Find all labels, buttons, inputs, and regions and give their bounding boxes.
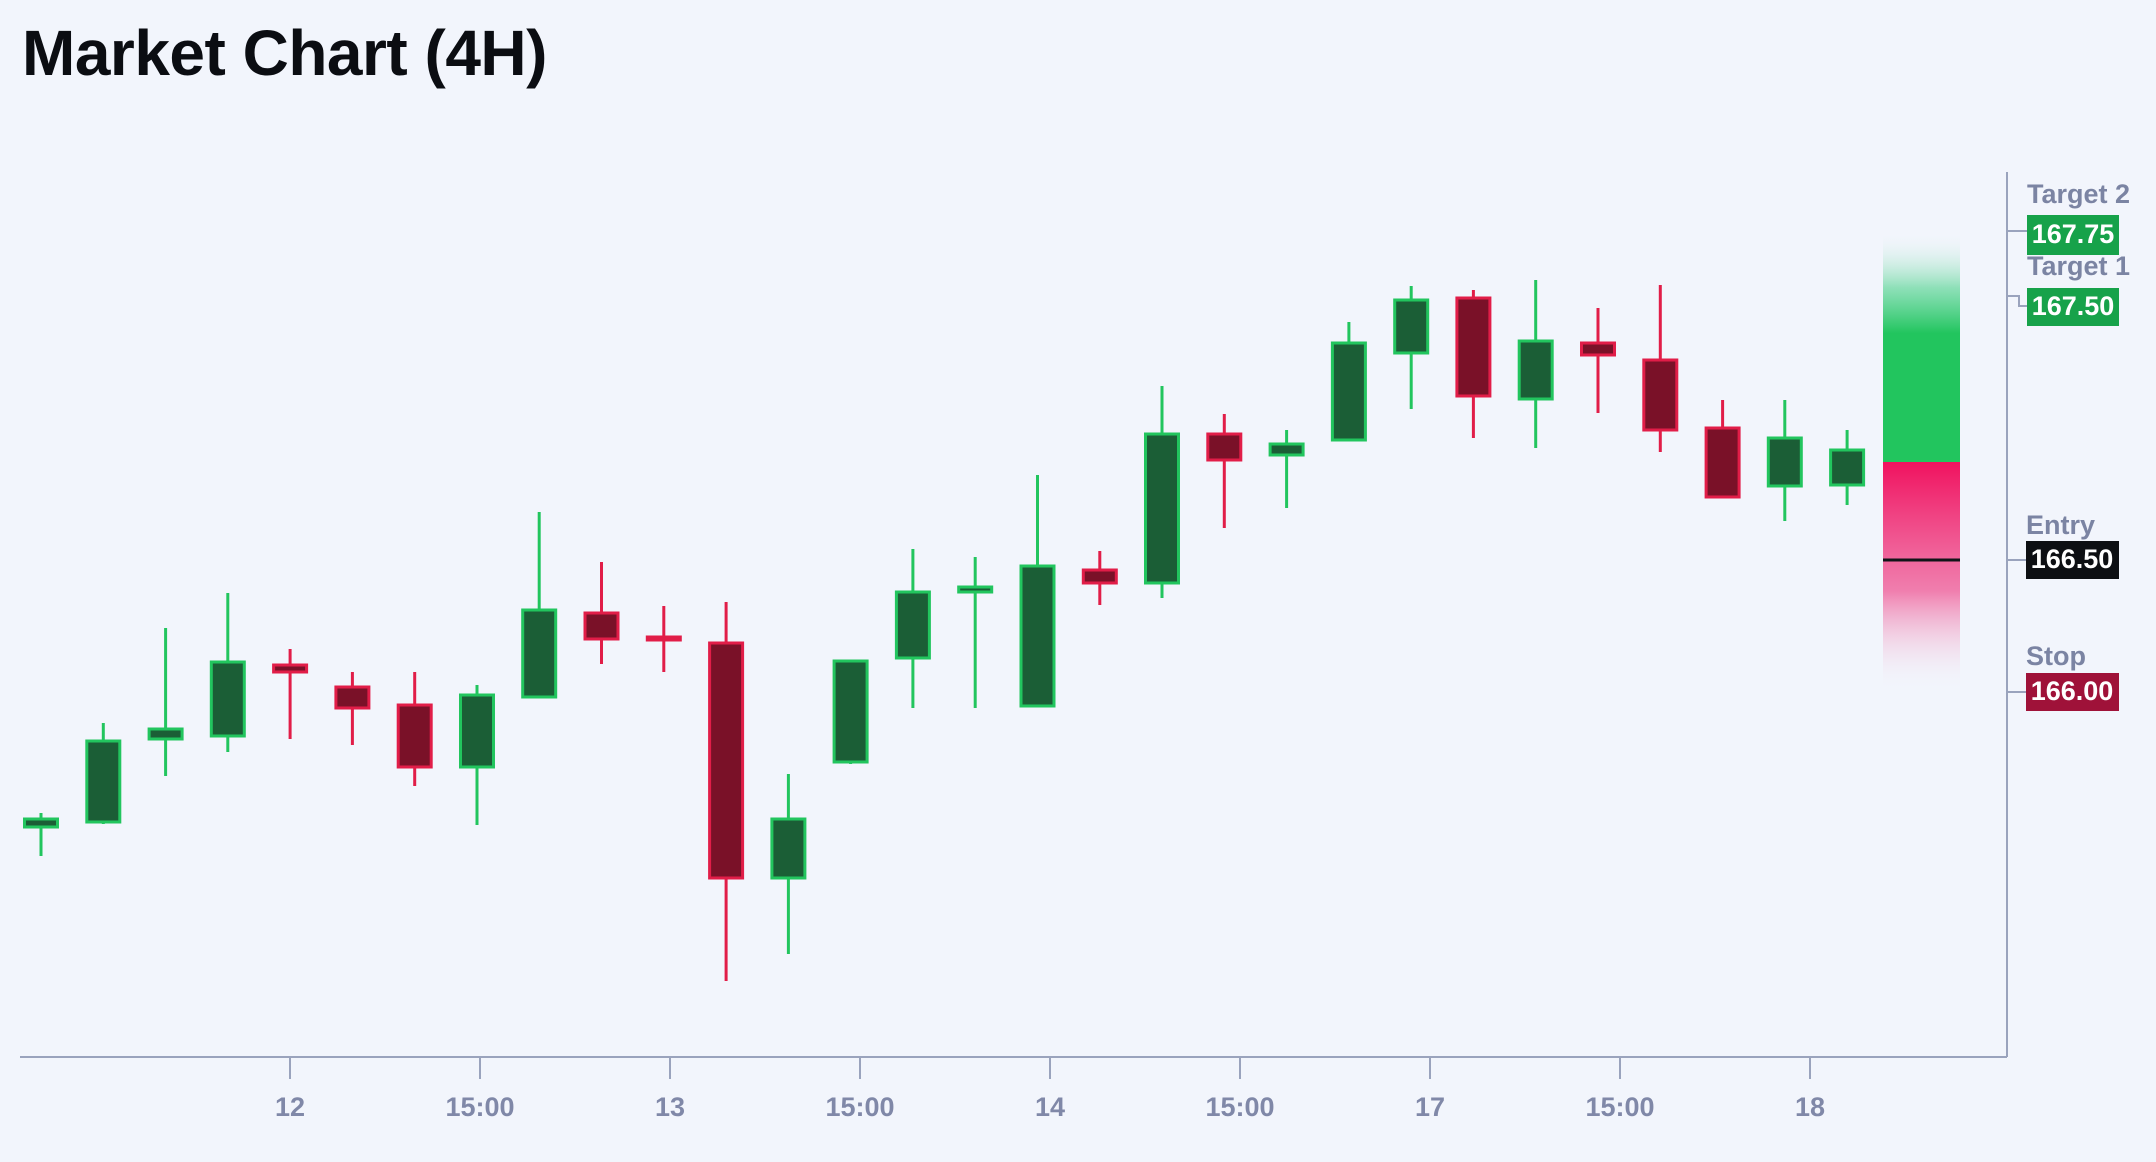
svg-text:14: 14	[1035, 1092, 1065, 1122]
svg-text:Stop: Stop	[2026, 641, 2086, 671]
svg-text:Target 2: Target 2	[2027, 179, 2130, 209]
svg-text:15:00: 15:00	[1585, 1092, 1654, 1122]
svg-text:166.50: 166.50	[2031, 544, 2114, 574]
svg-text:167.75: 167.75	[2032, 219, 2115, 249]
svg-text:15:00: 15:00	[445, 1092, 514, 1122]
svg-text:167.50: 167.50	[2032, 291, 2115, 321]
svg-text:12: 12	[275, 1092, 305, 1122]
svg-text:15:00: 15:00	[1205, 1092, 1274, 1122]
svg-text:Entry: Entry	[2026, 510, 2095, 540]
svg-text:Target 1: Target 1	[2027, 251, 2130, 281]
svg-text:13: 13	[655, 1092, 685, 1122]
svg-text:18: 18	[1795, 1092, 1825, 1122]
svg-text:15:00: 15:00	[825, 1092, 894, 1122]
svg-text:166.00: 166.00	[2031, 676, 2114, 706]
svg-text:17: 17	[1415, 1092, 1445, 1122]
